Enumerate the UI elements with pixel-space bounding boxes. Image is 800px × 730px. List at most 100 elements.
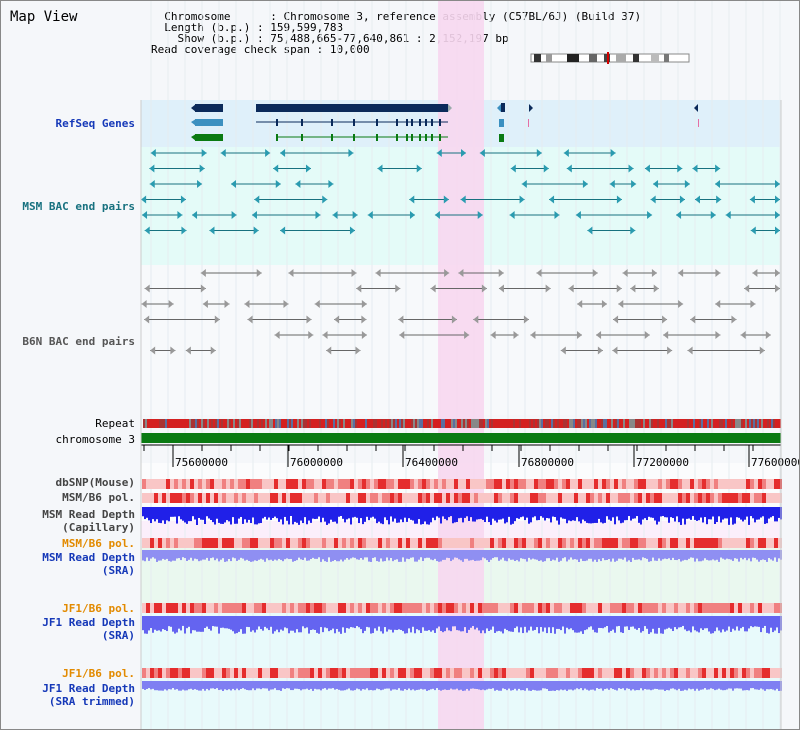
bac-end	[443, 195, 449, 204]
bac-end	[498, 269, 504, 277]
bac-end	[684, 180, 690, 188]
bac-end	[575, 211, 581, 219]
bac-end	[630, 284, 636, 293]
dbsnp-label[interactable]: dbSNP(Mouse)	[55, 476, 135, 489]
bac-end	[587, 226, 593, 235]
bac-end	[612, 346, 618, 355]
bac-end	[168, 300, 174, 308]
bac-end	[141, 195, 147, 204]
bac-end	[663, 331, 669, 339]
bac-end	[775, 180, 780, 188]
msm-read-depth-sra-bars[interactable]	[142, 550, 782, 562]
bac-end	[308, 331, 314, 339]
coverage-label: Read coverage check span	[151, 43, 310, 56]
bac-end	[349, 226, 355, 235]
bac-end	[464, 331, 470, 339]
bac-end	[609, 180, 615, 188]
bac-end	[596, 331, 602, 339]
bac-end	[630, 226, 636, 235]
jf1-b6-pol-2-label[interactable]: JF1/B6 pol.	[62, 667, 135, 680]
axis-tick-label: 77600000	[751, 456, 799, 469]
bac-end	[568, 284, 574, 293]
refseq-genes-track[interactable]	[191, 103, 699, 142]
bac-end	[536, 149, 542, 157]
bac-end	[582, 180, 588, 188]
bac-end	[334, 315, 340, 324]
bac-end	[458, 269, 464, 277]
msm-read-depth-capillary-bars[interactable]	[142, 507, 782, 525]
chromosome-ideogram[interactable]	[530, 52, 690, 64]
bac-end	[444, 269, 450, 277]
bac-end	[367, 211, 373, 219]
bac-end	[530, 331, 536, 339]
axis-tick-label: 76000000	[290, 456, 343, 469]
bac-end	[677, 164, 683, 173]
msm-bac-end-pairs-track[interactable]	[141, 149, 780, 235]
bac-end	[725, 211, 731, 219]
bac-end	[622, 269, 628, 277]
b6n-bac-end-pairs-track[interactable]	[141, 269, 780, 355]
msm-read-depth-sra-label[interactable]: MSM Read Depth	[42, 551, 135, 564]
bac-end	[273, 164, 279, 173]
bac-end	[351, 269, 357, 277]
bac-end	[549, 195, 555, 204]
bac-end	[352, 211, 358, 219]
chromosome-bar[interactable]	[141, 433, 781, 443]
bac-end	[265, 149, 271, 157]
bac-end	[678, 269, 684, 277]
bac-end	[750, 226, 756, 235]
bac-end	[513, 331, 519, 339]
jf1-read-depth-sra-bars[interactable]	[142, 616, 782, 634]
bac-end	[199, 164, 205, 173]
bac-end	[141, 300, 147, 308]
bac-end	[592, 269, 598, 277]
bac-end	[644, 164, 650, 173]
b6n-bac-label[interactable]: B6N BAC end pairs	[22, 335, 135, 348]
bac-end	[377, 164, 383, 173]
msm-b6-pol-2-label[interactable]: MSM/B6 pol.	[62, 537, 135, 550]
bac-end	[716, 195, 722, 204]
bac-end	[644, 331, 650, 339]
bac-end	[275, 180, 281, 188]
bac-end	[142, 211, 148, 219]
bac-end	[676, 211, 682, 219]
bac-end	[752, 269, 758, 277]
show-label: Show (b.p.)	[177, 32, 251, 45]
bac-end	[679, 195, 685, 204]
bac-end	[750, 300, 756, 308]
msm-bac-label[interactable]: MSM BAC end pairs	[22, 200, 135, 213]
bac-end	[715, 164, 721, 173]
jf1-read-depth-trim-label[interactable]: JF1 Read Depth	[42, 682, 135, 695]
bac-end	[200, 284, 206, 293]
bac-end	[220, 149, 226, 157]
jf1-read-depth-trimmed-bars[interactable]	[142, 681, 782, 691]
jf1-read-depth-sra-label[interactable]: JF1 Read Depth	[42, 616, 135, 629]
bac-end	[554, 211, 560, 219]
bac-end	[361, 315, 367, 324]
bac-end	[662, 315, 668, 324]
bac-end	[653, 180, 659, 188]
refseq-genes-label[interactable]: RefSeq Genes	[55, 117, 135, 130]
bac-end	[521, 180, 527, 188]
msm-b6-pol-label[interactable]: MSM/B6 pol.	[62, 491, 135, 504]
bac-end	[576, 331, 582, 339]
polymorphism-heat-rows[interactable]	[142, 479, 782, 678]
bac-end	[509, 211, 515, 219]
bac-end	[731, 315, 737, 324]
jf1-b6-pol-label[interactable]: JF1/B6 pol.	[62, 602, 135, 615]
bac-end	[597, 346, 603, 355]
axis-tick-label: 76400000	[405, 456, 458, 469]
bac-end	[451, 315, 457, 324]
repeat-track[interactable]	[143, 419, 781, 428]
bac-end	[314, 300, 320, 308]
ideogram-position-marker	[607, 52, 609, 64]
bac-end	[202, 300, 208, 308]
bac-end	[280, 149, 286, 157]
bac-end	[460, 195, 466, 204]
bac-end	[543, 164, 549, 173]
bac-end	[601, 300, 607, 308]
msm-read-depth-cap-label[interactable]: MSM Read Depth	[42, 508, 135, 521]
bac-end	[144, 284, 150, 293]
bac-end	[177, 211, 183, 219]
